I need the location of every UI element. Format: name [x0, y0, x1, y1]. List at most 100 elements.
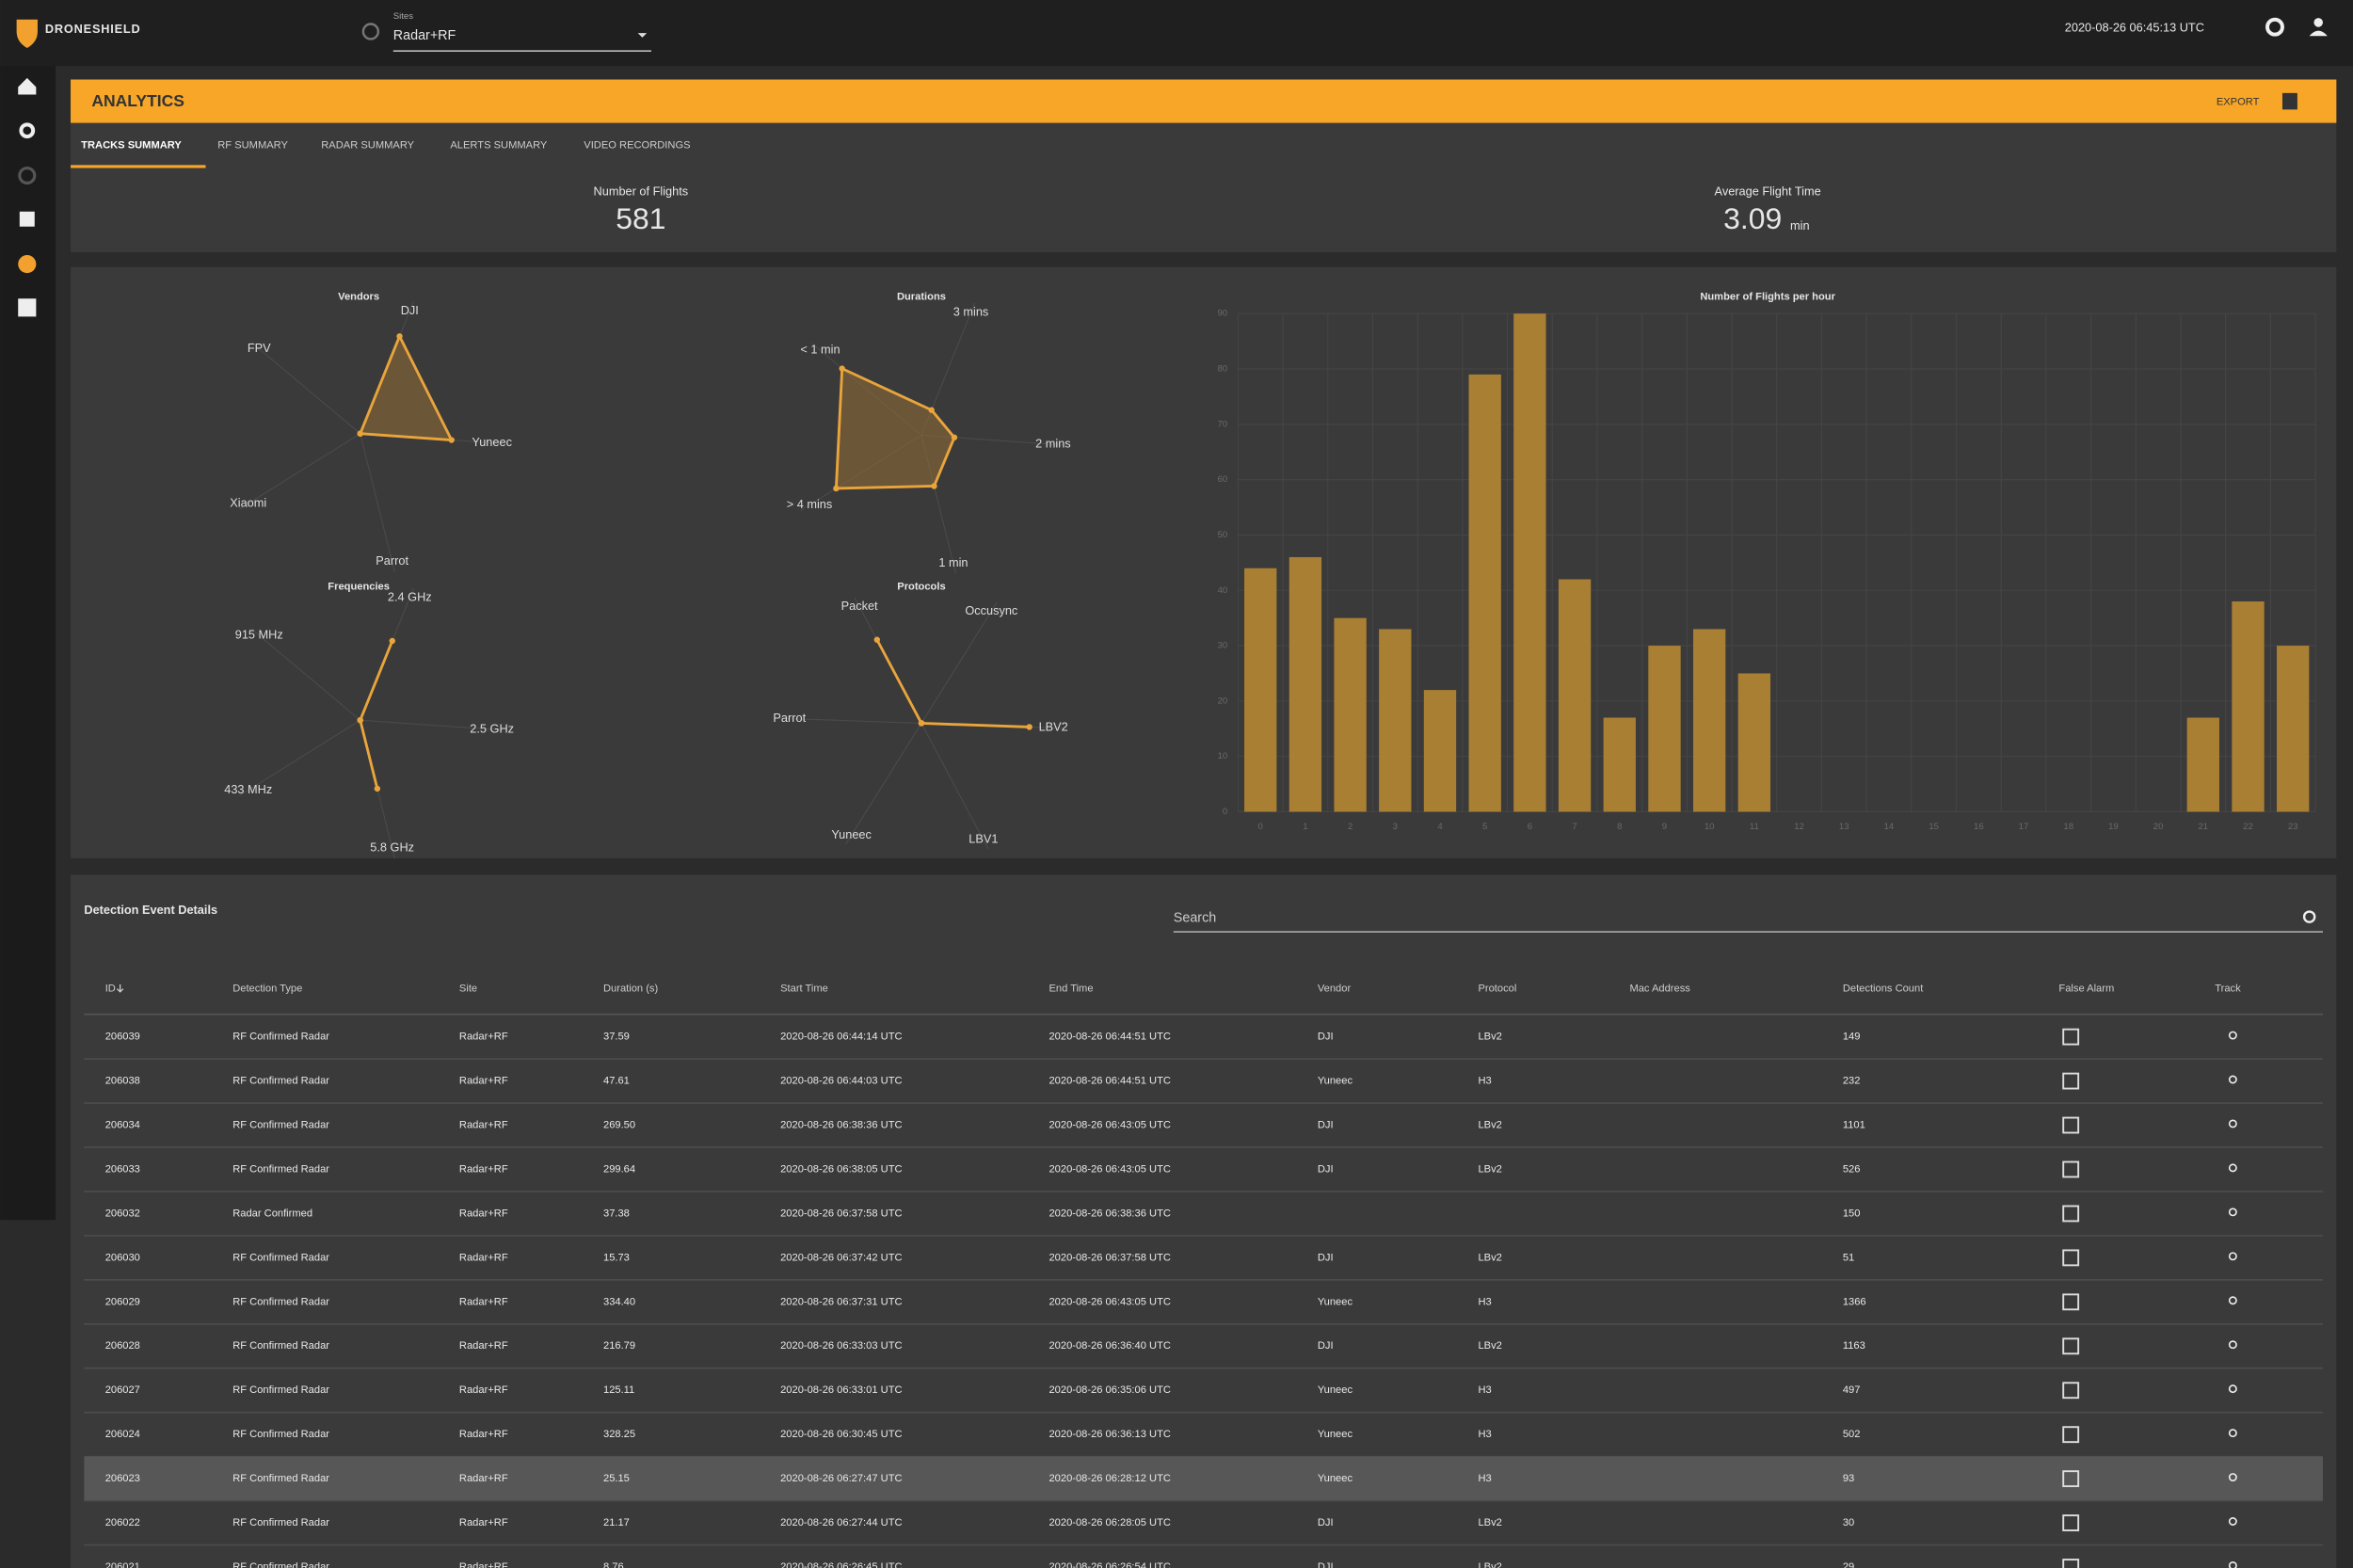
brand: DRONESHIELD [45, 22, 141, 36]
table-cell: 37.38 [603, 1208, 630, 1219]
track-button[interactable] [2228, 1208, 2237, 1217]
chart-title: Vendors [338, 292, 379, 303]
select-caret[interactable] [637, 33, 648, 38]
table-cell: RF Confirmed Radar [232, 1252, 329, 1263]
false-alarm-checkbox[interactable] [2062, 1470, 2080, 1488]
column-header[interactable]: Vendor [1318, 984, 1352, 995]
false-alarm-checkbox[interactable] [2062, 1559, 2080, 1568]
table-cell: 2020-08-26 06:38:36 UTC [1048, 1208, 1170, 1219]
false-alarm-checkbox[interactable] [2062, 1205, 2080, 1223]
radar-label: 915 MHz [235, 627, 283, 641]
tab[interactable]: VIDEO RECORDINGS [584, 140, 690, 152]
table-cell: 232 [1843, 1076, 1861, 1087]
column-header[interactable]: Site [459, 984, 477, 995]
export-icon[interactable] [2281, 92, 2297, 110]
table-cell: Radar+RF [459, 1119, 508, 1130]
track-button[interactable] [2228, 1340, 2237, 1350]
radar-spoke [250, 341, 361, 435]
track-button[interactable] [2228, 1163, 2237, 1173]
track-button[interactable] [2228, 1429, 2237, 1438]
nav-analytics[interactable] [18, 255, 37, 274]
track-button[interactable] [2228, 1031, 2237, 1040]
tab[interactable]: RADAR SUMMARY [321, 140, 414, 152]
sites-icon [361, 23, 380, 40]
table-cell: 2020-08-26 06:35:06 UTC [1048, 1384, 1170, 1396]
table-cell: 2020-08-26 06:44:03 UTC [780, 1076, 902, 1087]
y-tick-label: 50 [1218, 530, 1228, 540]
column-header[interactable]: Protocol [1478, 984, 1516, 995]
radar-spoke [778, 717, 921, 724]
x-tick-label: 21 [2198, 822, 2208, 832]
nav-dashboard[interactable] [18, 298, 37, 317]
nav-map[interactable] [19, 211, 35, 227]
track-button[interactable] [2228, 1517, 2237, 1526]
table-cell: 2020-08-26 06:28:12 UTC [1048, 1473, 1170, 1484]
table-cell: 30 [1843, 1517, 1854, 1528]
table-cell: 206038 [105, 1076, 140, 1087]
row-highlight [84, 1456, 2324, 1501]
table-cell: 2020-08-26 06:43:05 UTC [1048, 1119, 1170, 1130]
table-cell: 15.73 [603, 1252, 630, 1263]
radar-spoke [238, 433, 361, 510]
export-button[interactable]: EXPORT [2217, 96, 2260, 107]
search-icon[interactable] [2302, 910, 2316, 923]
tab[interactable]: TRACKS SUMMARY [81, 140, 182, 152]
false-alarm-checkbox[interactable] [2062, 1249, 2080, 1267]
column-header[interactable]: Mac Address [1629, 984, 1690, 995]
track-button[interactable] [2228, 1119, 2237, 1128]
radar-spoke [845, 723, 922, 845]
column-header[interactable]: Duration (s) [603, 984, 658, 995]
table-cell: 299.64 [603, 1163, 635, 1175]
x-tick-label: 6 [1528, 822, 1532, 832]
nav-home[interactable] [18, 77, 37, 95]
table-cell: H3 [1478, 1384, 1491, 1396]
site-select[interactable]: Radar+RF [393, 28, 456, 43]
track-button[interactable] [2228, 1075, 2237, 1084]
tab[interactable]: ALERTS SUMMARY [450, 140, 548, 152]
x-tick-label: 11 [1750, 822, 1759, 832]
false-alarm-checkbox[interactable] [2062, 1160, 2080, 1178]
track-button[interactable] [2228, 1473, 2237, 1482]
track-button[interactable] [2228, 1252, 2237, 1261]
false-alarm-checkbox[interactable] [2062, 1426, 2080, 1444]
user-button[interactable] [2313, 18, 2324, 27]
table-cell: 2020-08-26 06:44:14 UTC [780, 1032, 902, 1043]
track-button[interactable] [2228, 1384, 2237, 1394]
column-header[interactable]: Detection Type [232, 984, 302, 995]
nav-settings[interactable] [19, 122, 36, 139]
false-alarm-checkbox[interactable] [2062, 1382, 2080, 1400]
track-button[interactable] [2228, 1560, 2237, 1568]
false-alarm-checkbox[interactable] [2062, 1116, 2080, 1134]
x-tick-label: 10 [1705, 822, 1715, 832]
false-alarm-checkbox[interactable] [2062, 1028, 2080, 1046]
column-header[interactable]: ID [105, 984, 116, 995]
tab[interactable]: RF SUMMARY [217, 140, 288, 152]
bar [2232, 601, 2265, 812]
table-cell: Radar+RF [459, 1340, 508, 1352]
track-button[interactable] [2228, 1296, 2237, 1305]
table-cell: 206039 [105, 1032, 140, 1043]
table-cell: 2020-08-26 06:33:01 UTC [780, 1384, 902, 1396]
column-header[interactable]: Start Time [780, 984, 828, 995]
settings-button[interactable] [2265, 17, 2284, 37]
false-alarm-checkbox[interactable] [2062, 1337, 2080, 1355]
false-alarm-checkbox[interactable] [2062, 1293, 2080, 1311]
false-alarm-checkbox[interactable] [2062, 1514, 2080, 1532]
table-cell: 150 [1843, 1208, 1861, 1219]
false-alarm-checkbox[interactable] [2062, 1072, 2080, 1090]
x-tick-label: 4 [1437, 822, 1443, 832]
datetime: 2020-08-26 06:45:13 UTC [2065, 21, 2204, 35]
table-cell: DJI [1318, 1517, 1334, 1528]
table-cell: 206028 [105, 1340, 140, 1352]
x-tick-label: 14 [1884, 822, 1895, 832]
table-cell: DJI [1318, 1340, 1334, 1352]
column-header[interactable]: End Time [1048, 984, 1093, 995]
table-cell: 93 [1843, 1473, 1854, 1484]
table-cell: 206023 [105, 1473, 140, 1484]
stat-label: Average Flight Time [1715, 184, 1821, 198]
table-cell: DJI [1318, 1163, 1334, 1175]
table-cell: 1163 [1843, 1340, 1865, 1352]
search-input[interactable]: Search [1174, 910, 1216, 925]
nav-radar[interactable] [18, 166, 37, 185]
column-header[interactable]: Detections Count [1843, 984, 1924, 995]
